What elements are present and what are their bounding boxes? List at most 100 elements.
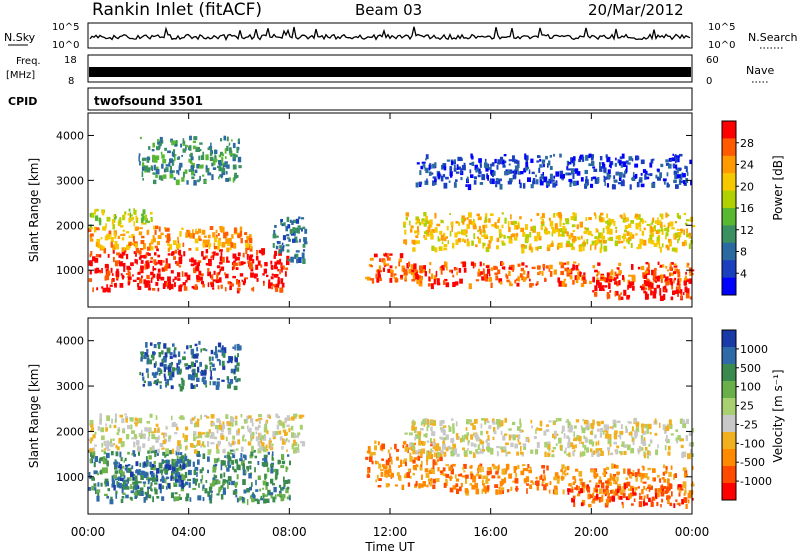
heatmap-cell: [656, 474, 660, 478]
heatmap-cell: [674, 277, 676, 281]
heatmap-cell: [230, 358, 233, 364]
heatmap-cell: [660, 274, 664, 279]
heatmap-cell: [415, 450, 419, 455]
heatmap-cell: [296, 258, 299, 264]
heatmap-cell: [165, 381, 169, 384]
heatmap-cell: [661, 477, 665, 480]
heatmap-cell: [251, 432, 253, 438]
heatmap-cell: [543, 163, 545, 168]
heatmap-cell: [146, 159, 150, 163]
heatmap-cell: [202, 453, 206, 459]
heatmap-cell: [421, 448, 426, 454]
heatmap-cell: [617, 267, 620, 270]
heatmap-cell: [369, 456, 373, 462]
heatmap-cell: [666, 495, 668, 501]
heatmap-cell: [396, 472, 400, 477]
heatmap-cell: [526, 483, 529, 486]
heatmap-cell: [167, 150, 171, 154]
heatmap-cell: [628, 274, 632, 277]
heatmap-cell: [268, 415, 271, 419]
heatmap-cell: [599, 240, 603, 244]
heatmap-cell: [641, 465, 645, 468]
heatmap-cell: [191, 169, 195, 176]
heatmap-cell: [123, 247, 127, 253]
heatmap-cell: [419, 265, 423, 271]
heatmap-cell: [249, 237, 253, 244]
heatmap-cell: [654, 418, 657, 424]
heatmap-cell: [642, 466, 645, 471]
heatmap-cell: [635, 436, 637, 439]
heatmap-cell: [614, 281, 617, 285]
heatmap-cell: [623, 233, 627, 239]
heatmap-cell: [660, 489, 665, 494]
heatmap-cell: [176, 244, 179, 249]
heatmap-cell: [172, 367, 176, 372]
heatmap-cell: [573, 431, 575, 438]
heatmap-cell: [535, 428, 537, 434]
heatmap-cell: [580, 283, 585, 288]
heatmap-cell: [122, 427, 126, 431]
heatmap-cell: [247, 260, 251, 264]
heatmap-cell: [88, 278, 93, 282]
heatmap-cell: [455, 479, 459, 482]
heatmap-cell: [443, 451, 447, 457]
heatmap-cell: [370, 265, 373, 268]
heatmap-cell: [496, 419, 500, 425]
heatmap-cell: [672, 153, 674, 156]
heatmap-cell: [585, 217, 588, 221]
heatmap-cell: [602, 284, 604, 290]
heatmap-cell: [685, 166, 688, 173]
heatmap-cell: [130, 262, 134, 267]
heatmap-cell: [191, 417, 195, 421]
heatmap-cell: [566, 419, 569, 422]
heatmap-cell: [114, 215, 117, 219]
heatmap-cell: [165, 235, 169, 238]
heatmap-cell: [134, 484, 138, 491]
heatmap-cell: [227, 456, 232, 462]
heatmap-cell: [424, 271, 427, 277]
beam-title: Beam 03: [355, 1, 422, 19]
heatmap-cell: [620, 452, 623, 456]
heatmap-cell: [282, 486, 285, 490]
velocity-ylabel: Slant Range [km]: [27, 364, 41, 468]
heatmap-cell: [452, 281, 456, 287]
heatmap-cell: [421, 161, 426, 164]
heatmap-cell: [140, 491, 144, 496]
time-tick-label: 08:00: [272, 525, 307, 539]
heatmap-cell: [167, 366, 172, 372]
heatmap-cell: [643, 451, 646, 457]
heatmap-cell: [490, 282, 493, 288]
heatmap-cell: [613, 464, 616, 469]
heatmap-cell: [497, 219, 500, 223]
heatmap-cell: [202, 284, 205, 288]
heatmap-cell: [182, 433, 185, 438]
heatmap-cell: [646, 494, 649, 499]
heatmap-cell: [422, 441, 426, 445]
heatmap-cell: [286, 255, 290, 262]
heatmap-cell: [489, 178, 494, 185]
heatmap-cell: [421, 218, 424, 223]
heatmap-cell: [176, 459, 180, 464]
heatmap-cell: [132, 450, 136, 456]
heatmap-cell: [485, 265, 490, 268]
heatmap-cell: [199, 175, 201, 181]
heatmap-cell: [575, 419, 580, 423]
heatmap-cell: [112, 250, 115, 254]
heatmap-cell: [614, 180, 618, 183]
heatmap-cell: [215, 479, 219, 482]
heatmap-cell: [94, 257, 99, 263]
heatmap-cell: [366, 474, 371, 478]
heatmap-cell: [607, 447, 611, 451]
heatmap-cell: [253, 273, 257, 279]
heatmap-cell: [592, 276, 595, 283]
heatmap-cell: [559, 170, 564, 177]
heatmap-cell: [609, 290, 612, 293]
heatmap-cell: [404, 440, 406, 445]
heatmap-cell: [138, 256, 142, 260]
heatmap-cell: [439, 470, 444, 474]
heatmap-cell: [416, 220, 420, 223]
heatmap-cell: [579, 154, 584, 160]
heatmap-cell: [399, 253, 404, 259]
heatmap-cell: [232, 490, 237, 495]
